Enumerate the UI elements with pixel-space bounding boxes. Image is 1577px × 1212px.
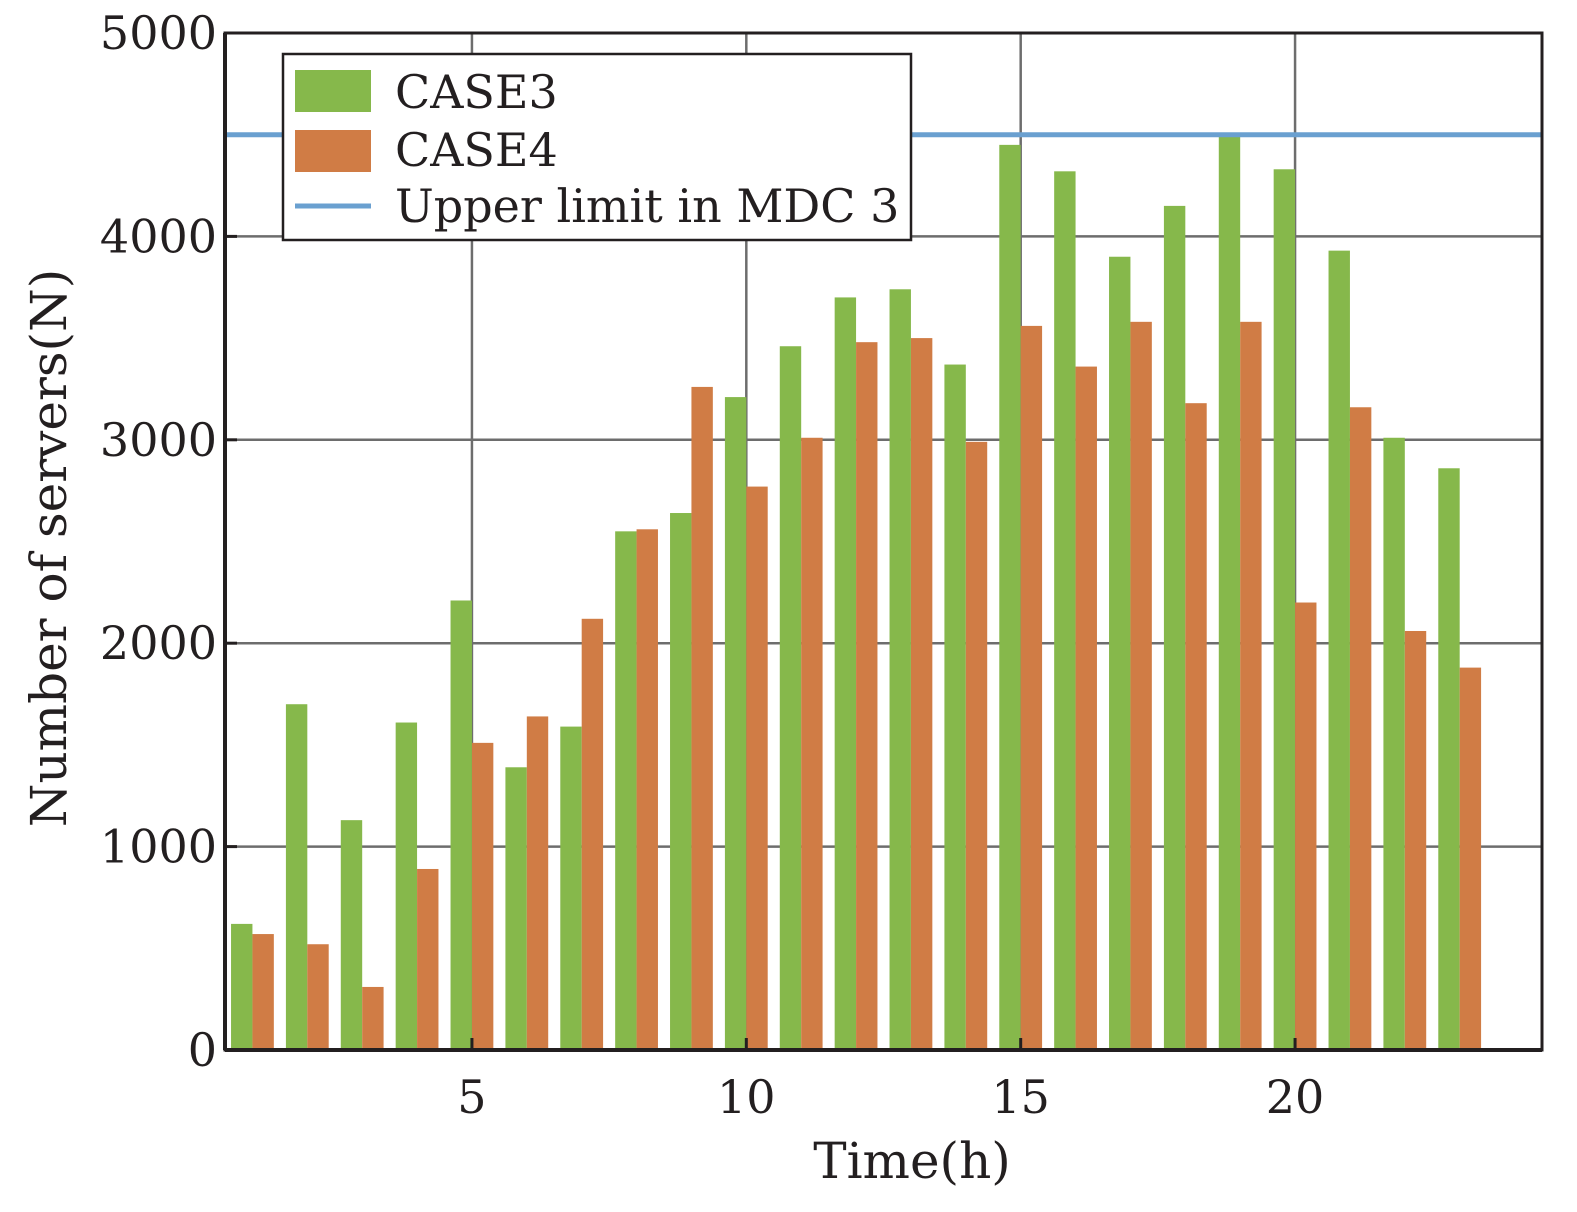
bar-case3 [944,364,966,1050]
legend: CASE3 CASE4 Upper limit in MDC 3 [281,52,913,242]
x-tick-label: 20 [1266,1070,1325,1124]
bar-case4 [1130,321,1152,1050]
legend-swatch-case3 [295,70,371,112]
bar-case3 [395,722,418,1050]
y-tick-label: 4000 [100,209,217,263]
bar-case3 [450,600,472,1050]
bar-case3 [1273,169,1296,1050]
bar-case3 [1163,205,1186,1050]
bar-case4 [417,868,439,1050]
legend-frame [281,52,913,242]
x-tick-label: 5 [457,1070,486,1124]
bar-case4 [1404,630,1427,1050]
bar-case4 [691,386,713,1050]
legend-swatch-case4 [295,130,371,172]
bar-case4 [307,944,329,1050]
bar-case4 [471,742,494,1050]
bar-case4 [581,618,604,1050]
series-case3 [231,134,1460,1051]
bar-case4 [1295,602,1317,1050]
bar-case4 [801,437,823,1050]
bar-case3 [834,297,857,1050]
bar-case4 [1020,325,1043,1050]
bar-case3 [1054,171,1076,1050]
x-tick-label: 10 [717,1070,776,1124]
bar-case4 [856,342,878,1051]
tick-labels: 5 10 15 20 0 1000 2000 3000 4000 5000 [100,6,1324,1124]
x-tick-label: 15 [991,1070,1050,1124]
bar-case3 [1438,468,1460,1050]
y-tick-label: 3000 [100,413,217,467]
bar-case4 [636,529,658,1050]
bar-case3 [285,704,308,1050]
bar-case3 [999,144,1021,1050]
y-tick-label: 2000 [100,616,217,670]
bar-case4 [910,338,933,1051]
legend-label-case4: CASE4 [395,123,558,177]
bar-case3 [231,923,253,1050]
bar-case4 [252,934,274,1050]
bar-case4 [965,441,988,1051]
y-tick-label: 0 [188,1023,217,1077]
bars [231,134,1482,1051]
y-tick-label: 5000 [100,6,217,60]
bar-case4 [1075,366,1097,1050]
axes [223,31,1544,1052]
bar-case3 [560,726,582,1050]
bar-case3 [1383,437,1405,1050]
bar-case3 [724,397,747,1050]
bar-case4 [362,986,384,1050]
bar-case3 [670,513,692,1050]
legend-label-upper-limit: Upper limit in MDC 3 [395,179,899,233]
x-axis-title: Time(h) [813,1132,1011,1190]
bar-case3 [1109,256,1131,1050]
bar-case3 [889,289,911,1050]
legend-label-case3: CASE3 [395,65,558,119]
bar-case4 [1240,321,1262,1050]
bar-case4 [1349,407,1372,1051]
bar-case3 [505,767,527,1050]
bar-case4 [746,486,768,1050]
series-case4 [252,321,1482,1051]
y-tick-label: 1000 [100,820,217,874]
bar-case4 [1459,667,1482,1050]
bar-case3 [1218,134,1241,1050]
y-axis-title: Number of servers(N) [20,269,78,828]
bar-case3 [1328,250,1350,1050]
bar-case4 [526,716,549,1050]
bar-case3 [779,346,802,1051]
bar-case3 [615,531,637,1050]
bar-case4 [1185,403,1207,1050]
bar-case3 [340,820,363,1050]
